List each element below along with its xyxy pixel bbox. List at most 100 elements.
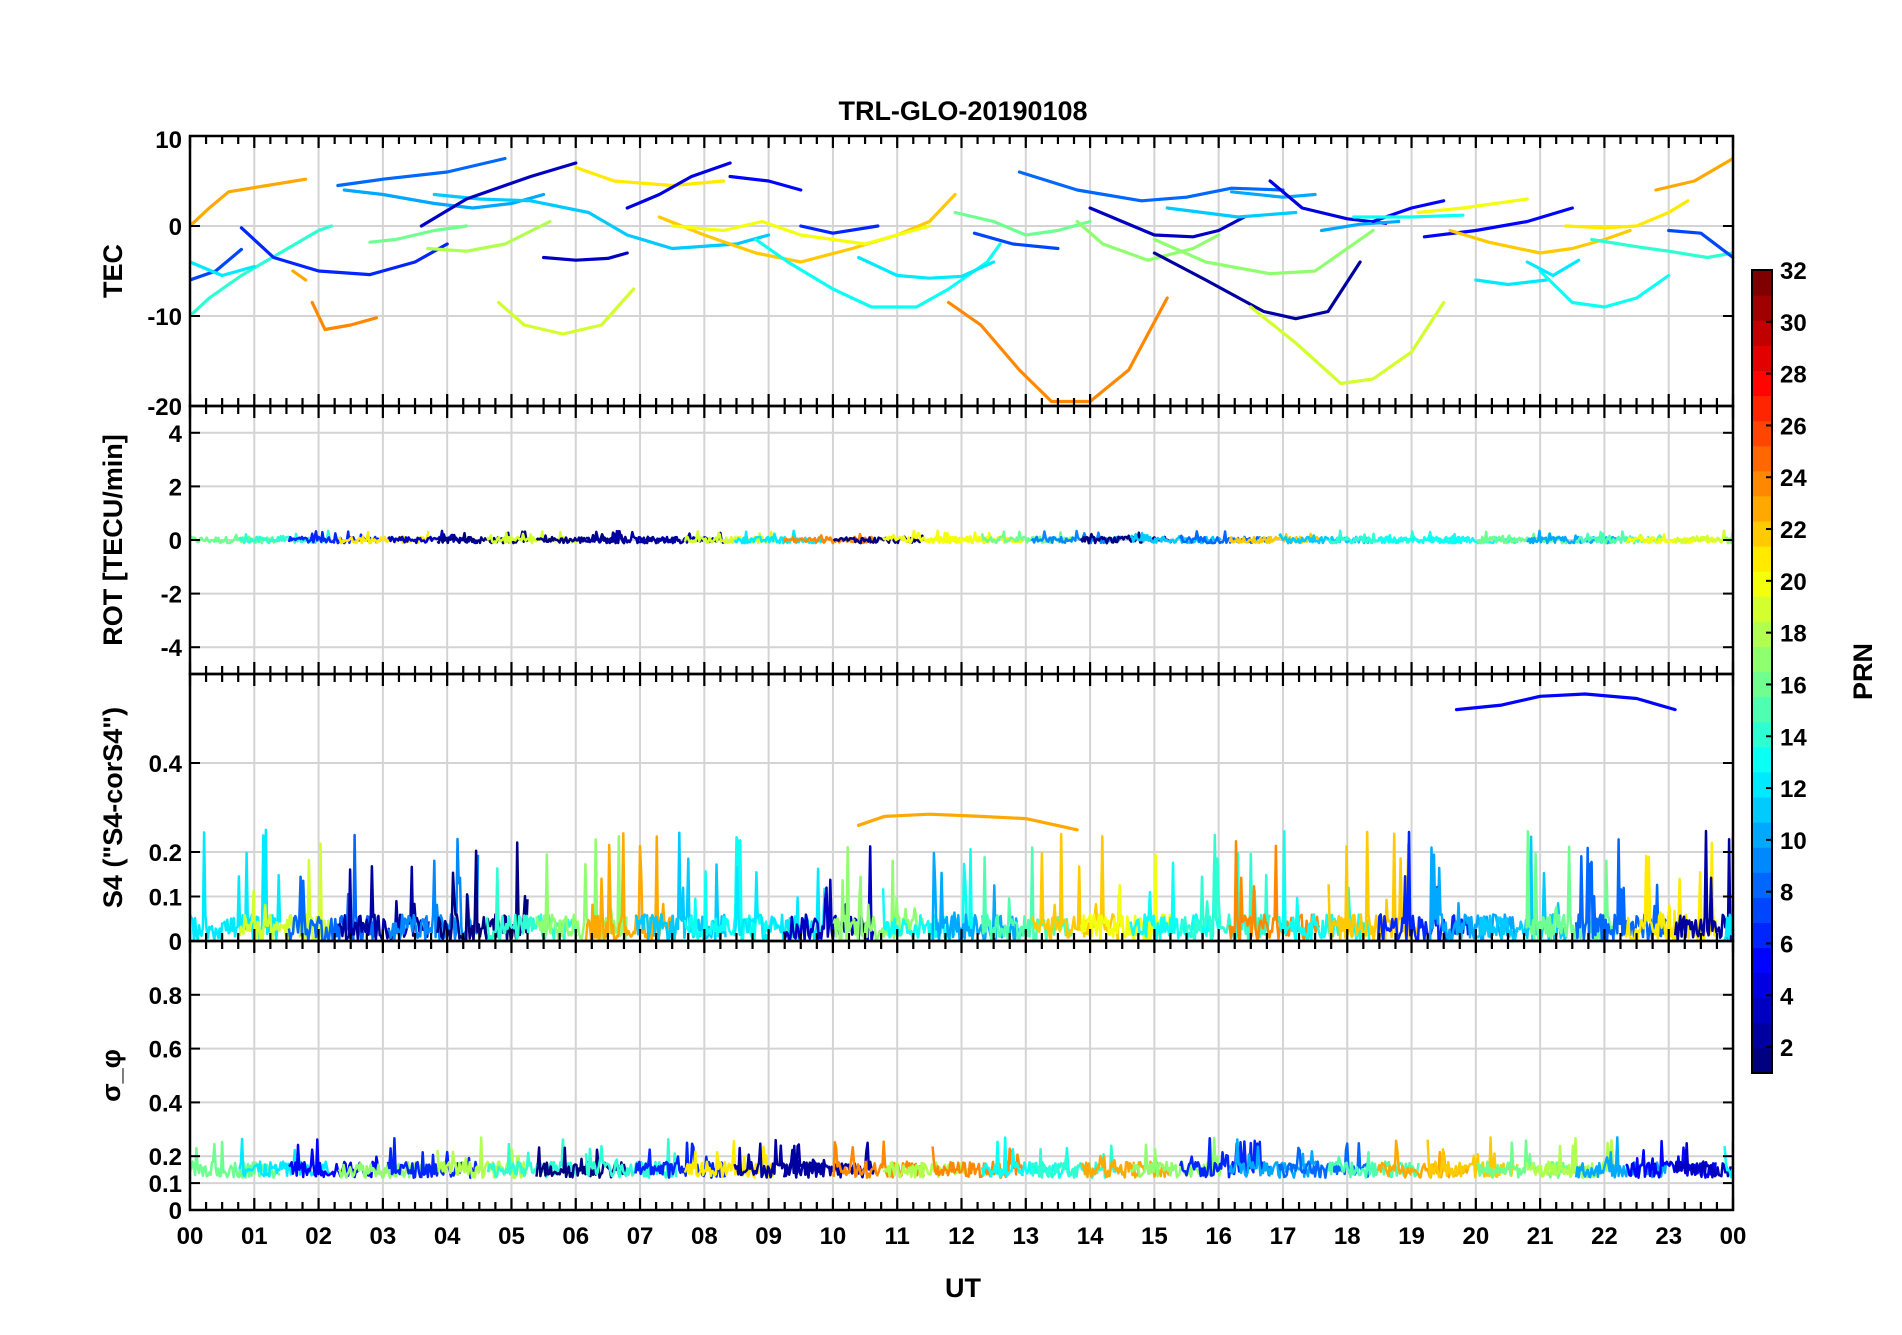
colorbar-tick-label: 16 <box>1780 672 1807 699</box>
series-prn-2 <box>1152 251 1362 321</box>
colorbar-tick-label: 22 <box>1780 517 1807 544</box>
y-tick-label: 0.1 <box>149 885 182 912</box>
y-tick-label: -20 <box>147 394 182 421</box>
series-prn-7 <box>1667 228 1733 260</box>
series-prn-12 <box>1474 278 1549 287</box>
x-tick-label: 17 <box>1270 1223 1297 1250</box>
panel-sigma_phi: 0.8 0.6 0.4 0.20.10 σ_φ <box>96 939 1735 1225</box>
y-tick-label: -4 <box>161 635 183 662</box>
series-prn-24 <box>310 300 378 332</box>
colorbar-band <box>1752 922 1772 949</box>
panel-rot: 4 2 0 -2 -4 ROT [TECU/min] <box>98 404 1735 676</box>
colorbar-band <box>1752 395 1772 422</box>
x-ticks-s4 <box>188 674 1735 941</box>
x-tick-label: 01 <box>241 1223 268 1250</box>
series-prn-13 <box>1352 213 1465 219</box>
colorbar-tick-label: 4 <box>1780 983 1794 1010</box>
series-prn-21 <box>574 165 726 188</box>
colorbar-band <box>1752 671 1772 698</box>
trace-prn-18 <box>436 1136 529 1179</box>
y-axis-label-sigma_phi: σ_φ <box>96 1049 126 1102</box>
y-tick-label: 0.4 <box>149 751 183 778</box>
series-prn-6 <box>799 224 880 235</box>
series-prn-5 <box>1454 692 1677 712</box>
series-prn-10 <box>1319 219 1401 233</box>
series-prn-23 <box>1654 156 1733 192</box>
colorbar-tick-label: 20 <box>1780 569 1807 596</box>
colorbar-band <box>1752 470 1772 497</box>
y-tick-label: 10 <box>155 127 182 154</box>
series-prn-3 <box>1088 206 1246 239</box>
y-tick-label: 0 <box>169 214 182 241</box>
x-ticks-rot <box>188 406 1735 674</box>
y-tick-label: 0.6 <box>149 1037 182 1064</box>
colorbar-band <box>1752 997 1772 1024</box>
x-tick-label: 18 <box>1334 1223 1361 1250</box>
plot-area-tec <box>190 156 1733 404</box>
trace-prn-12 <box>190 828 282 941</box>
colorbar-frame <box>1751 269 1773 1074</box>
colorbar-band <box>1752 947 1772 974</box>
x-tick-label: 20 <box>1462 1223 1489 1250</box>
series-prn-5 <box>1422 206 1574 239</box>
colorbar-band <box>1752 872 1772 898</box>
x-ticks-tec <box>188 136 1735 406</box>
series-prn-14 <box>190 224 333 318</box>
series-prn-17 <box>1075 219 1221 262</box>
x-tick-label: 03 <box>370 1223 397 1250</box>
colorbar-band <box>1752 696 1772 723</box>
series-prn-16 <box>368 224 469 244</box>
series-prn-23 <box>190 177 308 228</box>
series-prn-20 <box>1416 197 1529 215</box>
series-prn-20 <box>670 219 931 246</box>
y-tick-label: 0.2 <box>149 1144 182 1171</box>
x-tick-label: 10 <box>820 1223 847 1250</box>
colorbar-band <box>1752 520 1772 547</box>
x-tick-label: 19 <box>1398 1223 1425 1250</box>
x-tick-label: 08 <box>691 1223 718 1250</box>
series-prn-21 <box>1564 199 1690 230</box>
series-prn-12 <box>1525 258 1581 278</box>
plot-area-sigma_phi <box>190 1136 1733 1179</box>
x-tick-label: 09 <box>755 1223 782 1250</box>
trace-prn-21 <box>1624 841 1717 941</box>
series-prn-7 <box>190 247 243 282</box>
y-tick-label: 0.8 <box>149 983 182 1010</box>
colorbar-band <box>1752 420 1772 447</box>
trace-prn-24 <box>1228 840 1321 941</box>
series-prn-12 <box>190 260 256 278</box>
trace-prn-8 <box>1277 1141 1371 1179</box>
trace-prn-6 <box>1178 1136 1272 1179</box>
series-prn-16 <box>953 210 1092 237</box>
series-prn-6 <box>239 226 449 277</box>
trace-prn-15 <box>980 846 1074 941</box>
colorbar-band <box>1752 546 1772 572</box>
colorbar-band <box>1752 822 1772 848</box>
trace-prn-16 <box>1476 530 1568 545</box>
x-tick-label: 00 <box>1720 1223 1747 1250</box>
x-tick-label: 05 <box>498 1223 525 1250</box>
series-prn-19 <box>497 287 636 336</box>
colorbar-tick-label: 12 <box>1780 776 1807 803</box>
trace-prn-13 <box>1129 859 1222 941</box>
series-prn-18 <box>426 219 552 253</box>
colorbar-band <box>1752 771 1772 798</box>
series-prn-8 <box>1017 170 1285 203</box>
series-prn-14 <box>1590 237 1733 260</box>
trace-prn-16 <box>1476 1139 1569 1179</box>
series-prn-5 <box>728 174 803 192</box>
series-prn-10 <box>1229 190 1317 199</box>
trace-prn-19 <box>1674 529 1733 545</box>
y-axis-label-tec: TEC <box>98 244 128 298</box>
series-prn-19 <box>1249 300 1446 386</box>
series-prn-23 <box>291 269 308 282</box>
x-ticks-sigma_phi <box>188 941 1735 1210</box>
y-axis-label-rot: ROT [TECU/min] <box>98 434 128 645</box>
series-prn-23 <box>857 812 1079 832</box>
y-tick-label: 0 <box>169 929 182 956</box>
colorbar-tick-label: 26 <box>1780 413 1807 440</box>
colorbar-band <box>1752 345 1772 371</box>
series-prn-7 <box>972 231 1060 251</box>
colorbar-tick-label: 24 <box>1780 465 1807 492</box>
